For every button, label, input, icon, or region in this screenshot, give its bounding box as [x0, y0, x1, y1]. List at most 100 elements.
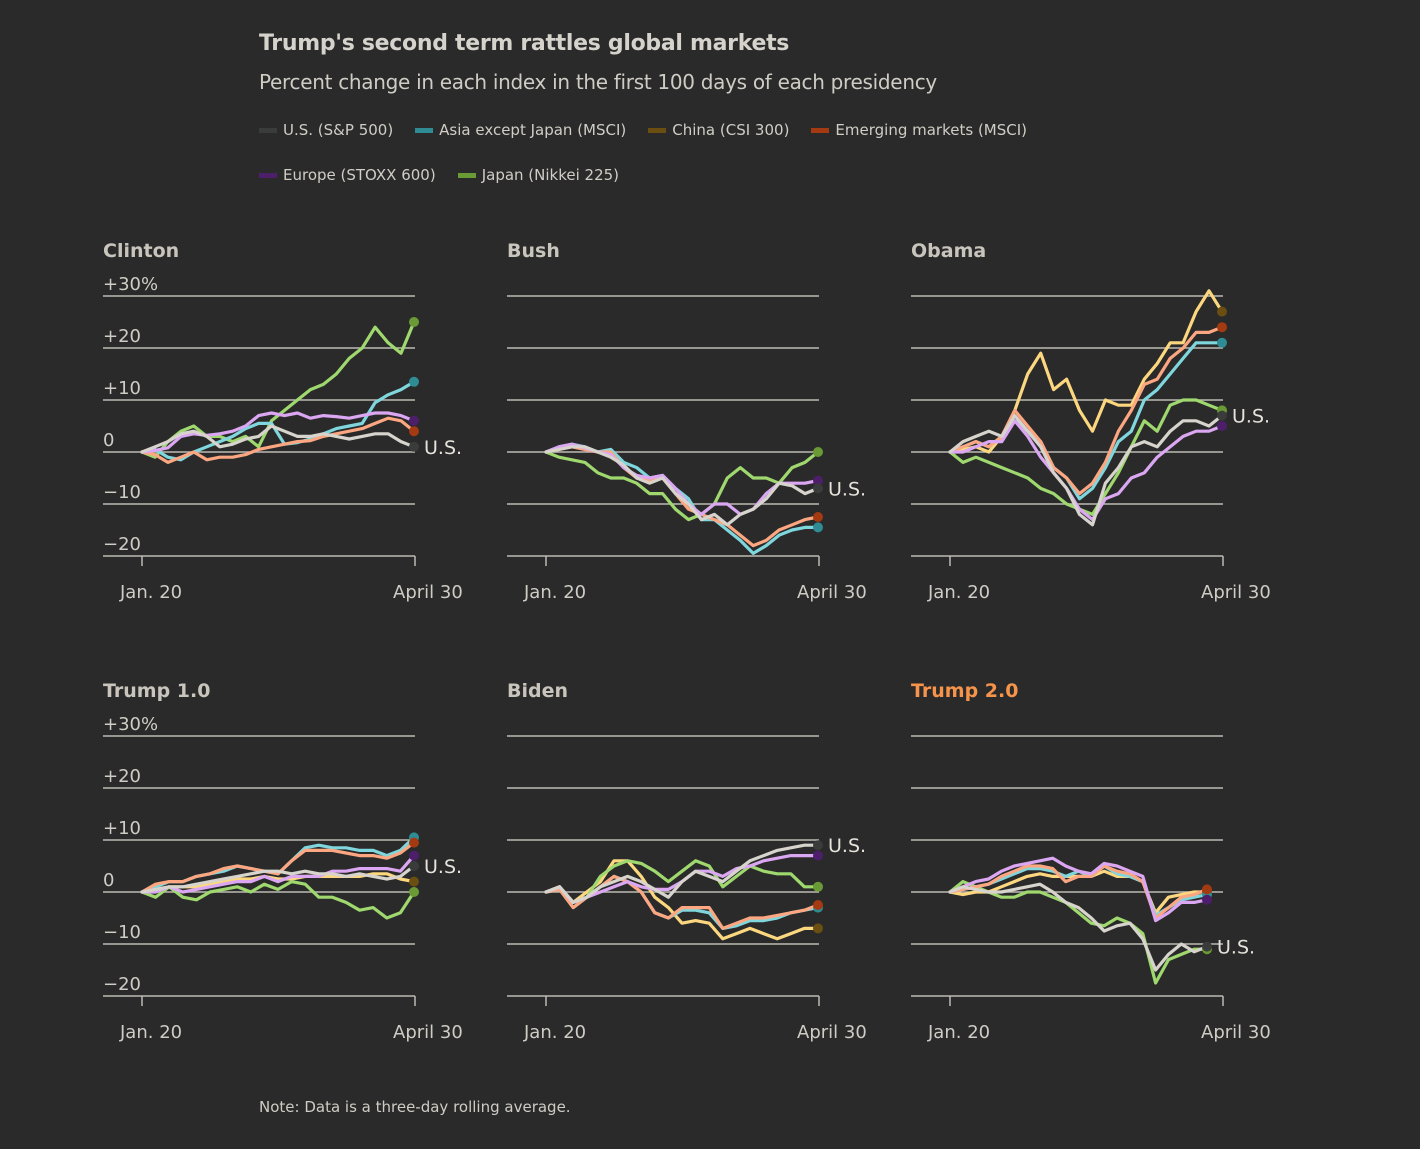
us-end-label: U.S.	[424, 856, 462, 878]
legend-label: Emerging markets (MSCI)	[835, 121, 1028, 139]
x-tick-label: April 30	[1201, 582, 1271, 603]
panel-title: Trump 1.0	[103, 680, 210, 702]
panel-trump-1-0: Trump 1.0 +30% +20 +10 0 −10 −20 Jan. 20 April 3…	[103, 680, 463, 1043]
end-dot-europe	[813, 475, 823, 486]
x-tick-label: Jan. 20	[523, 582, 586, 603]
us-end-label: U.S.	[828, 478, 866, 500]
legend-swatch-us	[259, 127, 277, 133]
panel-trump-2-0: Trump 2.0 Jan. 20 April 30 U.S.	[911, 680, 1271, 1043]
x-tick-label: Jan. 20	[927, 582, 990, 603]
series-line-japan	[948, 398, 1224, 517]
end-dot-europe	[409, 850, 419, 861]
chart-title: Trump's second term rattles global marke…	[259, 31, 790, 56]
series-line-japan	[544, 450, 820, 522]
y-tick-label: 0	[103, 430, 114, 451]
end-dot-europe	[409, 415, 419, 426]
legend-swatch-japan	[457, 172, 476, 178]
legend-item-japan: Japan (Nikkei 225)	[457, 166, 620, 184]
legend-label: Asia except Japan (MSCI)	[439, 121, 627, 139]
end-dot-us	[813, 840, 823, 851]
series-line-europe	[140, 853, 416, 894]
end-dot-china	[409, 876, 419, 887]
series-line-em	[544, 874, 820, 931]
x-tick-label: April 30	[393, 582, 463, 603]
x-tick-label: Jan. 20	[119, 1022, 182, 1043]
us-end-label: U.S.	[1232, 406, 1270, 428]
panel-title: Biden	[507, 680, 568, 702]
end-dot-em	[409, 837, 419, 848]
y-tick-label: −20	[103, 534, 141, 555]
series-line-us	[544, 843, 820, 905]
panel-title: Bush	[507, 240, 560, 262]
legend-item-em: Emerging markets (MSCI)	[811, 121, 1027, 139]
x-tick-label: Jan. 20	[523, 1022, 586, 1043]
end-dot-japan	[813, 447, 823, 457]
end-dot-asia	[1217, 337, 1227, 348]
series-line-china	[948, 289, 1224, 454]
end-dot-em	[813, 512, 823, 522]
y-tick-label: +30%	[103, 714, 158, 735]
y-tick-label: −10	[103, 922, 141, 943]
y-tick-label: +20	[103, 766, 141, 787]
x-tick-label: April 30	[393, 1022, 463, 1043]
y-tick-label: +10	[103, 818, 141, 839]
series-line-us	[140, 424, 416, 454]
end-dot-asia	[409, 376, 419, 387]
legend-label: U.S. (S&P 500)	[283, 121, 394, 139]
series-line-asia	[140, 380, 416, 462]
end-dot-asia	[813, 522, 823, 533]
us-end-label: U.S.	[424, 437, 462, 459]
panel-title: Obama	[911, 240, 986, 262]
end-dot-europe	[1217, 421, 1227, 431]
panel-clinton: Clinton +30% +20 +10 0 −10 −20 Jan. 20 April 30 U…	[103, 240, 463, 603]
series-line-japan	[544, 859, 820, 905]
x-tick-label: April 30	[797, 1022, 867, 1043]
series-line-us	[140, 864, 416, 894]
end-dot-japan	[409, 887, 419, 897]
legend-label: China (CSI 300)	[672, 121, 790, 139]
end-dot-us	[1202, 941, 1212, 952]
us-end-label: U.S.	[828, 835, 866, 857]
series-line-japan	[140, 879, 416, 920]
end-dot-europe	[813, 850, 823, 861]
y-tick-label: 0	[103, 870, 114, 891]
us-end-label: U.S.	[1217, 937, 1255, 959]
legend-item-europe: Europe (STOXX 600)	[259, 166, 436, 184]
end-dot-japan	[409, 317, 419, 327]
series-line-em	[948, 864, 1209, 920]
y-tick-label: −20	[103, 974, 141, 995]
panel-title: Clinton	[103, 240, 179, 262]
series-line-em	[140, 840, 416, 894]
legend-swatch-em	[811, 127, 830, 133]
y-tick-label: +20	[103, 326, 141, 347]
y-tick-label: +30%	[103, 274, 158, 295]
x-tick-label: April 30	[1201, 1022, 1271, 1043]
end-dot-china	[1217, 306, 1227, 317]
y-tick-label: +10	[103, 378, 141, 399]
legend-item-asia: Asia except Japan (MSCI)	[415, 121, 626, 139]
series-line-europe	[948, 856, 1209, 923]
legend-item-china: China (CSI 300)	[648, 121, 789, 139]
series-line-us	[948, 882, 1209, 972]
panel-title: Trump 2.0	[911, 680, 1018, 702]
footnote: Note: Data is a three-day rolling averag…	[259, 1098, 571, 1116]
legend-swatch-china	[648, 127, 667, 133]
x-tick-label: Jan. 20	[927, 1022, 990, 1043]
series-line-japan	[948, 879, 1209, 985]
series-line-em	[948, 325, 1224, 496]
legend-label: Europe (STOXX 600)	[283, 166, 436, 184]
end-dot-europe	[1202, 894, 1212, 905]
series-line-asia	[544, 874, 820, 931]
end-dot-us	[813, 483, 823, 494]
end-dot-em	[1202, 884, 1212, 895]
panel-biden: Biden Jan. 20 April 30 U.S.	[507, 680, 867, 1043]
legend-item-us: U.S. (S&P 500)	[259, 121, 393, 139]
legend: U.S. (S&P 500) Asia except Japan (MSCI) …	[259, 118, 1079, 208]
y-tick-label: −10	[103, 482, 141, 503]
x-tick-label: April 30	[797, 582, 867, 603]
series-line-asia	[140, 835, 416, 894]
legend-label: Japan (Nikkei 225)	[481, 166, 620, 184]
end-dot-japan	[813, 881, 823, 892]
chart-subtitle: Percent change in each index in the firs…	[259, 70, 937, 94]
